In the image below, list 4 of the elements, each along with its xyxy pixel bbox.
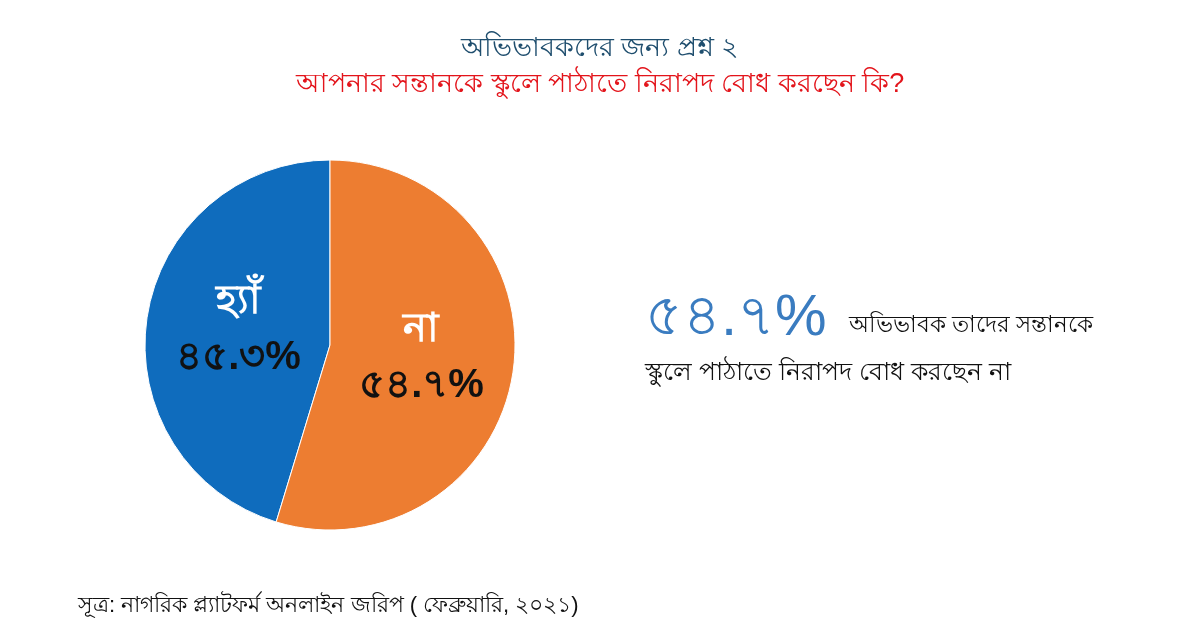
title: অভিভাবকদের জন্য প্রশ্ন ২ [460,32,740,62]
subtitle: আপনার সন্তানকে স্কুলে পাঠাতে নিরাপদ বোধ করছেন কি? [295,68,905,98]
source: সূত্র: নাগরিক প্ল্যাটফর্ম অনলাইন জরিপ ( ফেব্রুয়ারি, ২০২১) [78,592,579,617]
callout-number: ৫৪.৭% [645,282,827,347]
